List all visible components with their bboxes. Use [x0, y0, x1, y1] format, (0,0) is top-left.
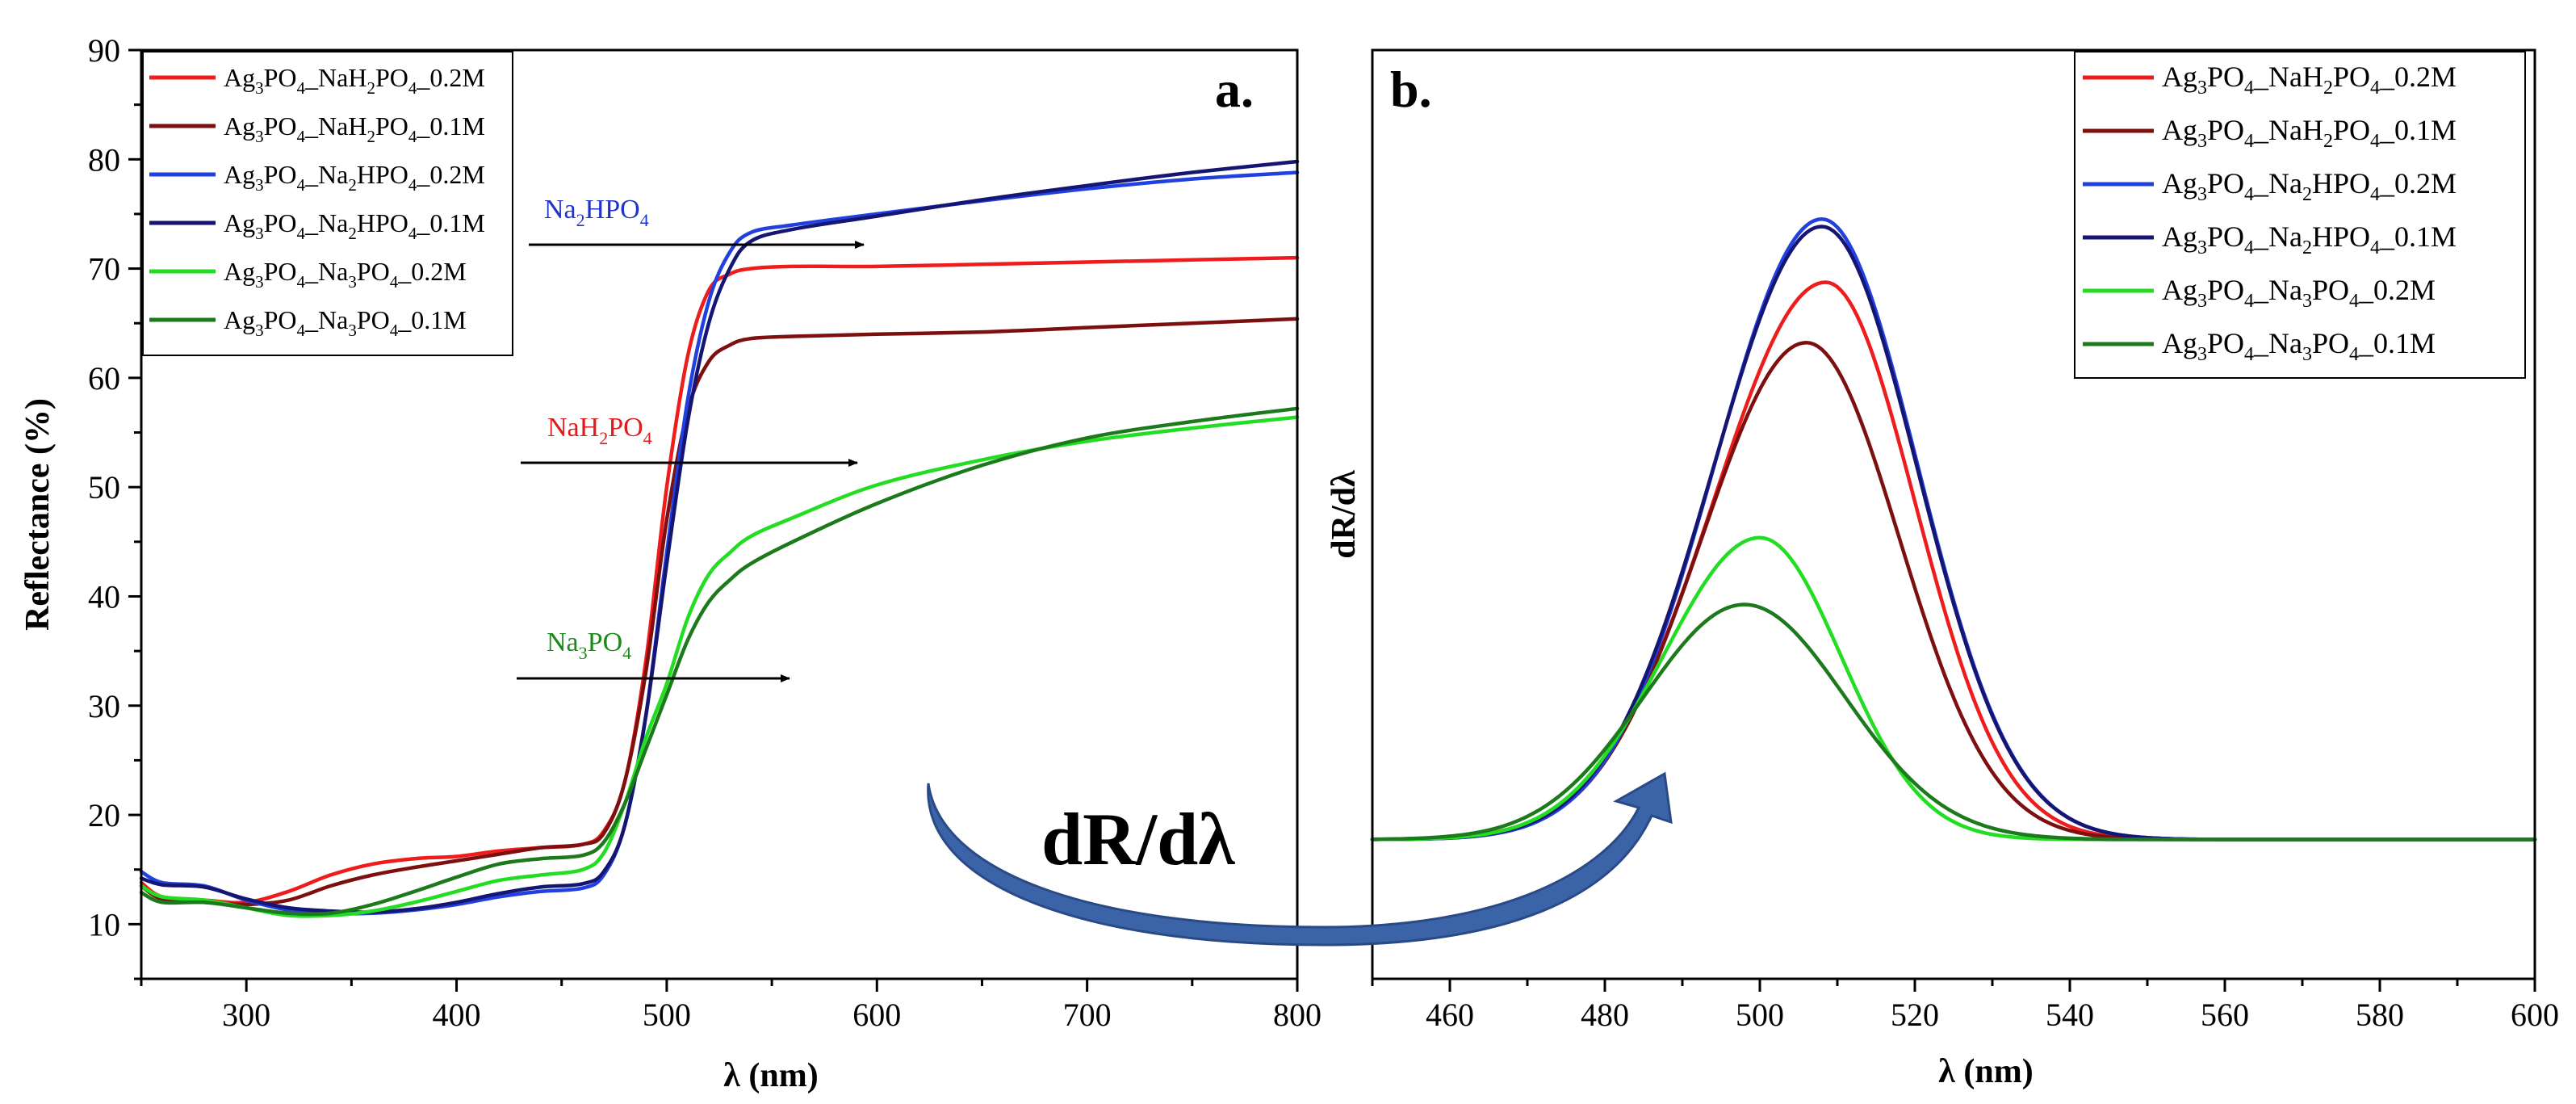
panel-a: 300 400 500 600 700 800 10 20 30 40 50 60 70 80 90 a.… — [19, 32, 1322, 1094]
panel-a-y-tick-label: 40 — [88, 578, 120, 615]
legend-label: Ag3PO4_Na3PO4_0.1M — [2162, 327, 2436, 365]
annotation-nah2po4-label: NaH2PO4 — [547, 413, 652, 448]
panel-a-x-tick-label: 500 — [643, 997, 691, 1033]
panel-b-y-title: dR/dλ — [1326, 470, 1363, 559]
legend-label: Ag3PO4_NaH2PO4_0.1M — [224, 111, 485, 146]
annotation-na2hpo4: Na2HPO4 — [529, 195, 865, 249]
panel-b: 460 480 500 520 540 560 580 600 b. λ (nm) dR/dλ… — [1326, 48, 2559, 1090]
panel-b-x-tick-label: 500 — [1736, 997, 1784, 1033]
panel-a-y-title: Reflectance (%) — [19, 398, 57, 631]
legend-label: Ag3PO4_Na2HPO4_0.1M — [2162, 220, 2457, 258]
panel-a-series-2 — [139, 317, 1300, 907]
annotation-nah2po4: NaH2PO4 — [521, 413, 858, 467]
panel-b-x-tick-label: 580 — [2356, 997, 2404, 1033]
panel-a-y-tick-label: 60 — [88, 360, 120, 397]
legend-label: Ag3PO4_Na3PO4_0.2M — [2162, 274, 2436, 312]
legend-label: Ag3PO4_NaH2PO4_0.1M — [2162, 114, 2457, 152]
panel-a-curves — [139, 159, 1300, 918]
panel-b-x-tick-label: 600 — [2511, 997, 2559, 1033]
legend-label: Ag3PO4_NaH2PO4_0.2M — [2162, 61, 2457, 99]
legend-label: Ag3PO4_Na3PO4_0.2M — [224, 257, 467, 292]
panel-a-x-tick-label: 400 — [433, 997, 481, 1033]
panel-a-y-tick-label: 70 — [88, 251, 120, 288]
legend-label: Ag3PO4_Na2HPO4_0.1M — [224, 208, 485, 243]
panel-a-x-tick-label: 600 — [852, 997, 901, 1033]
panel-a-y-ticks: 10 20 30 40 50 60 70 80 90 — [88, 32, 141, 980]
panel-a-series-4 — [139, 159, 1300, 914]
panel-a-y-tick-label: 50 — [88, 469, 120, 506]
panel-b-frame — [1371, 48, 2536, 980]
panel-a-frame — [140, 48, 1299, 980]
panel-b-letter: b. — [1390, 61, 1432, 118]
derivative-arrow: dR/dλ — [927, 771, 1673, 947]
annotation-na2hpo4-label: Na2HPO4 — [544, 195, 649, 230]
panel-a-x-ticks: 300 400 500 600 700 800 — [140, 979, 1322, 1033]
panel-a-legend-box — [142, 51, 513, 356]
panel-a-series-6 — [139, 406, 1300, 917]
panel-b-legend: Ag3PO4_NaH2PO4_0.2M Ag3PO4_NaH2PO4_0.1M Ag… — [2074, 51, 2526, 379]
panel-b-legend-box — [2074, 51, 2526, 379]
panel-a-x-title: λ (nm) — [723, 1057, 818, 1094]
panel-a-y-tick-label: 30 — [88, 688, 120, 724]
derivative-label: dR/dλ — [1041, 798, 1235, 880]
panel-b-x-title: λ (nm) — [1938, 1053, 2033, 1090]
panel-a-y-tick-label: 10 — [88, 906, 120, 942]
panel-b-series-5 — [1370, 535, 2537, 842]
panel-a-y-tick-label: 20 — [88, 797, 120, 833]
panel-a-y-tick-label: 80 — [88, 141, 120, 178]
derivative-arrow-body — [927, 771, 1673, 947]
panel-a-x-tick-label: 300 — [222, 997, 270, 1033]
panel-b-series-2 — [1370, 340, 2537, 842]
panel-b-curves — [1370, 217, 2537, 842]
panel-a-legend: Ag3PO4_NaH2PO4_0.2M Ag3PO4_NaH2PO4_0.1M Ag… — [142, 51, 513, 356]
legend-label: Ag3PO4_Na3PO4_0.1M — [224, 305, 467, 340]
panel-a-letter: a. — [1215, 61, 1254, 118]
panel-b-x-tick-label: 460 — [1426, 997, 1474, 1033]
legend-label: Ag3PO4_NaH2PO4_0.2M — [224, 63, 485, 98]
panel-b-x-tick-label: 480 — [1581, 997, 1629, 1033]
panel-b-x-ticks: 460 480 500 520 540 560 580 600 — [1371, 979, 2559, 1033]
panel-a-x-tick-label: 700 — [1063, 997, 1112, 1033]
panel-b-x-tick-label: 560 — [2201, 997, 2249, 1033]
legend-label: Ag3PO4_Na2HPO4_0.2M — [2162, 167, 2457, 205]
annotation-na3po4-label: Na3PO4 — [547, 628, 631, 663]
legend-label: Ag3PO4_Na2HPO4_0.2M — [224, 160, 485, 195]
panel-b-x-tick-label: 540 — [2046, 997, 2094, 1033]
panel-a-y-tick-label: 90 — [88, 32, 120, 69]
annotation-na3po4: Na3PO4 — [517, 628, 790, 682]
panel-b-series-6 — [1370, 602, 2537, 842]
panel-a-x-tick-label: 800 — [1273, 997, 1322, 1033]
panel-b-x-tick-label: 520 — [1891, 997, 1939, 1033]
panel-a-series-5 — [139, 415, 1300, 918]
